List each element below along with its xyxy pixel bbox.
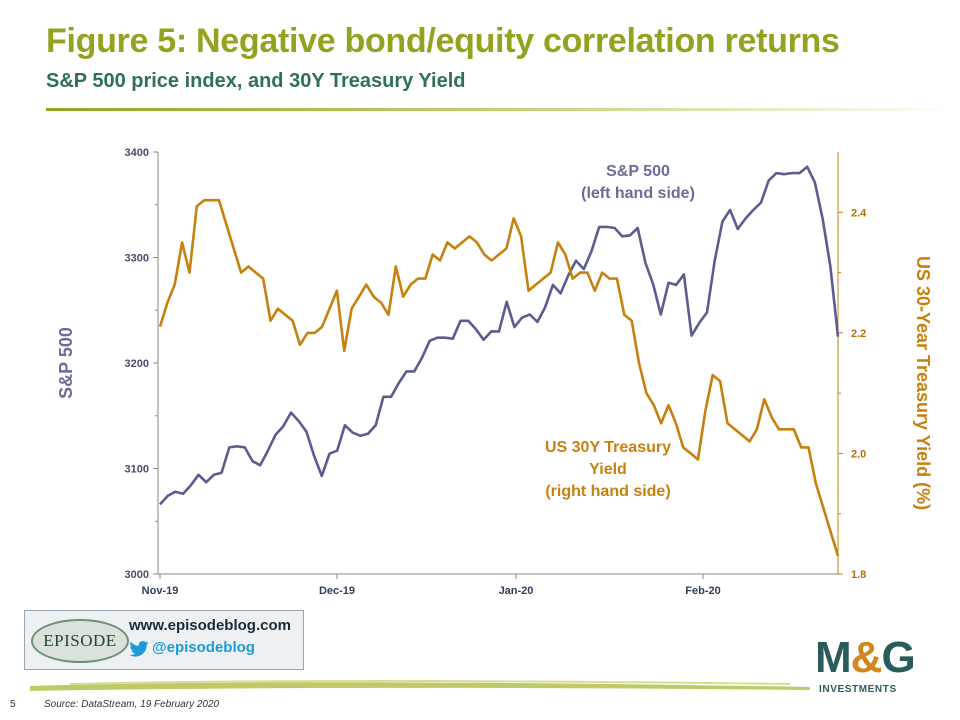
left-axis-tick-label: 3000	[125, 569, 149, 581]
bottom-swoosh-decoration	[30, 679, 810, 691]
page-subtitle: S&P 500 price index, and 30Y Treasury Yi…	[46, 70, 466, 92]
right-axis-tick-label: 1.8	[851, 569, 866, 581]
mg-logo: M&G	[815, 633, 916, 682]
twitter-bird-icon	[129, 641, 149, 657]
episode-logo: EPISODE	[31, 619, 129, 663]
yield-annotation-name-2: Yield	[589, 461, 627, 478]
spx-annotation-name: S&P 500	[606, 163, 670, 180]
mg-investments-wordmark: INVESTMENTS	[819, 684, 897, 695]
left-axis-tick-label: 3300	[125, 253, 149, 265]
left-axis-title: S&P 500	[56, 327, 76, 399]
spx-annotation-note: (left hand side)	[581, 185, 695, 202]
page-title: Figure 5: Negative bond/equity correlati…	[46, 22, 840, 60]
spx-series-line	[159, 165, 840, 506]
left-axis-tick-label: 3100	[125, 464, 149, 476]
right-axis-tick-label: 2.4	[851, 207, 867, 219]
right-axis-tick-label: 2.2	[851, 328, 866, 340]
title-divider	[46, 108, 960, 111]
x-axis-tick-label: Nov-19	[142, 585, 179, 597]
page-number: 5	[10, 699, 16, 710]
left-axis-tick-label: 3400	[125, 147, 149, 159]
x-axis-tick-label: Feb-20	[685, 585, 720, 597]
x-axis-tick-label: Dec-19	[319, 585, 355, 597]
yield-series-line	[158, 198, 840, 557]
right-axis-title: US 30-Year Treasury Yield (%)	[913, 256, 933, 510]
left-axis-tick-label: 3200	[125, 358, 149, 370]
yield-annotation-name: US 30Y Treasury	[545, 439, 671, 456]
source-note: Source: DataStream, 19 February 2020	[44, 699, 220, 710]
x-axis-tick-label: Jan-20	[499, 585, 534, 597]
twitter-handle[interactable]: @episodeblog	[152, 639, 255, 656]
episode-blog-banner[interactable]: EPISODE www.episodeblog.com @episodeblog	[24, 610, 304, 670]
blog-url[interactable]: www.episodeblog.com	[129, 617, 291, 634]
right-axis-tick-label: 2.0	[851, 448, 866, 460]
yield-annotation-note: (right hand side)	[545, 483, 670, 500]
